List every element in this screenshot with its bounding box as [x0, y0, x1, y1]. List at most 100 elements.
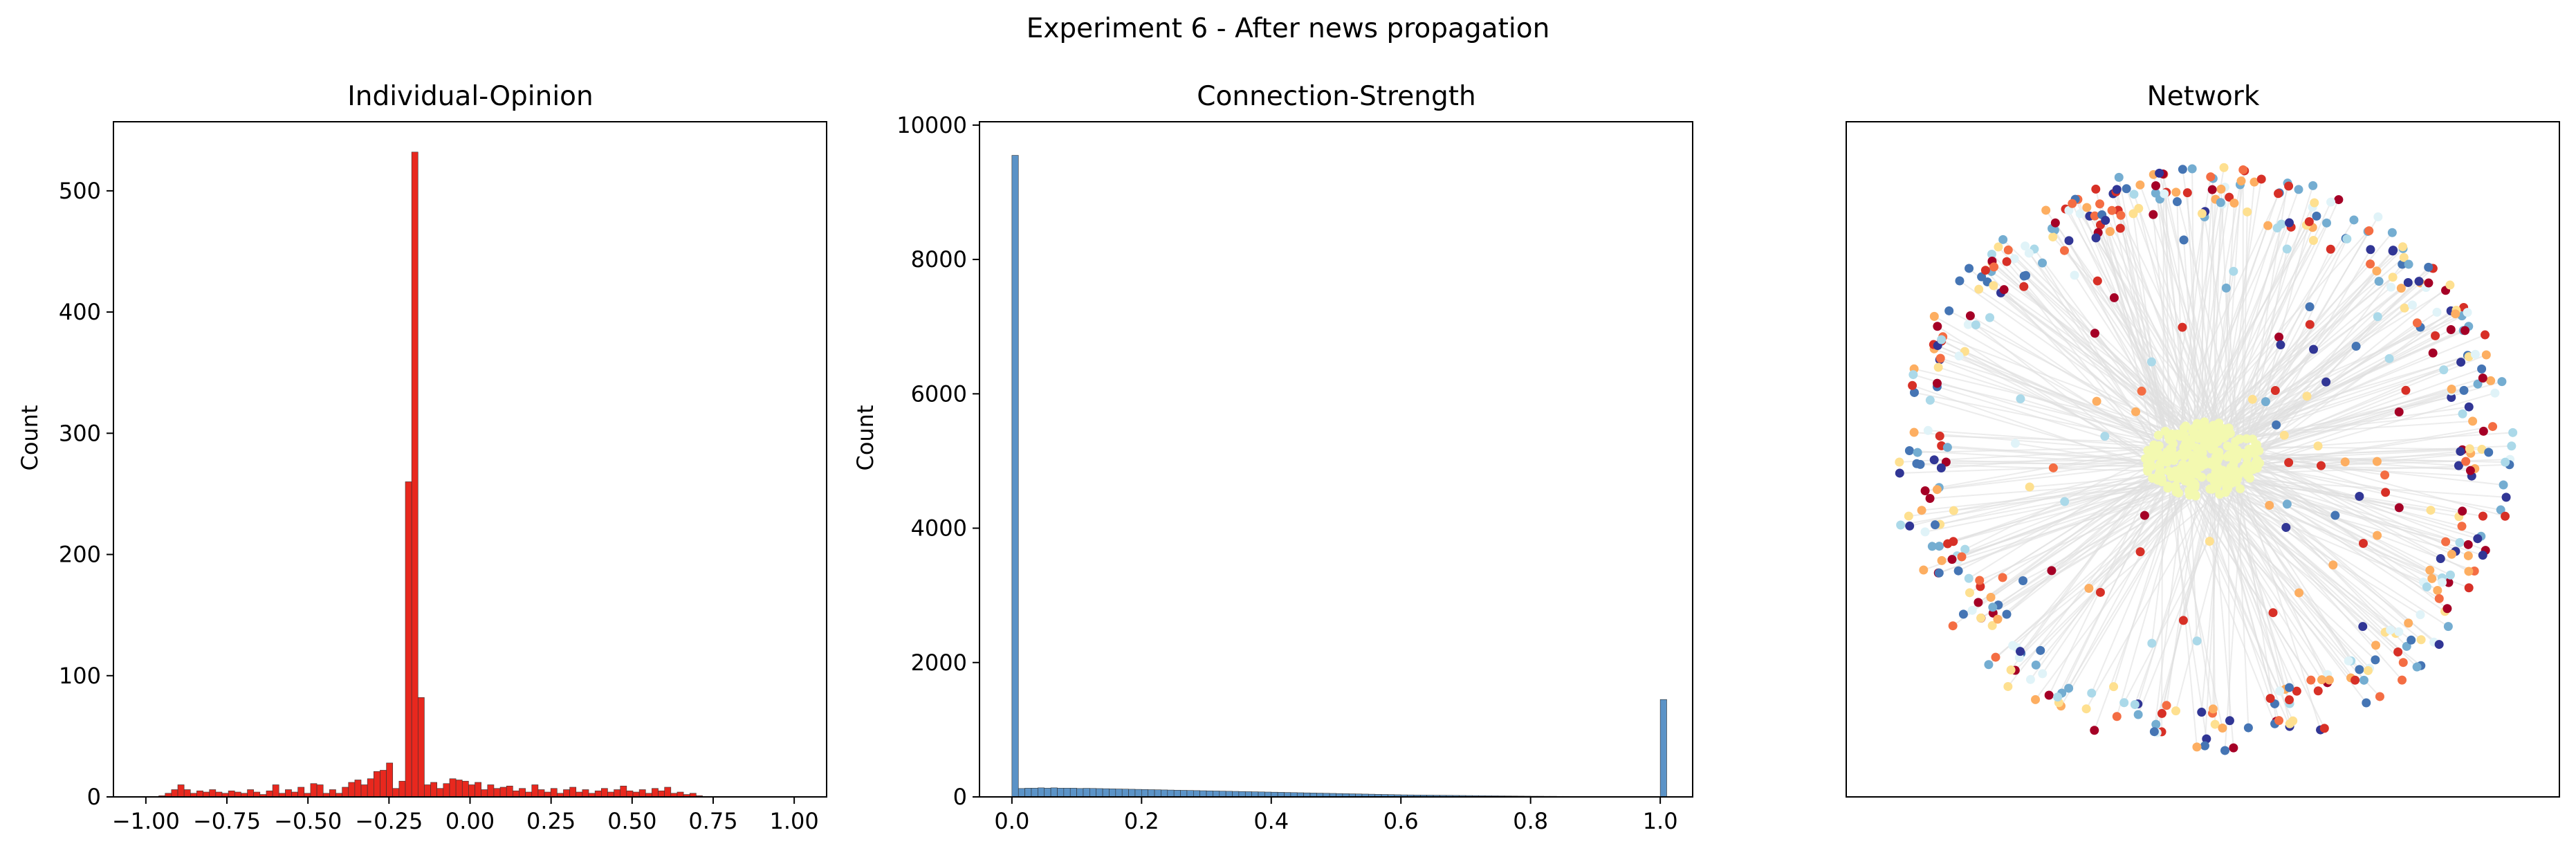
ax1-bar	[177, 784, 185, 798]
network-node	[2038, 258, 2048, 268]
network-edge	[2234, 306, 2310, 450]
network-node	[2178, 616, 2188, 625]
network-edge	[2068, 240, 2178, 452]
network-center-node	[2166, 472, 2176, 481]
ax1-bar	[209, 789, 217, 798]
network-node	[1896, 520, 1906, 530]
network-center-node	[2213, 456, 2223, 466]
network-node	[2115, 223, 2125, 233]
network-node	[2381, 488, 2391, 497]
network-edge	[2225, 288, 2241, 461]
ax1-bar	[285, 789, 292, 798]
network-node	[2362, 698, 2371, 708]
network-center-node	[2179, 430, 2189, 439]
network-node	[1935, 431, 1944, 441]
network-node	[2016, 394, 2025, 404]
ax2-xtick-label: 0.2	[1124, 808, 1159, 834]
network-edge	[2228, 349, 2315, 441]
network-node	[2386, 625, 2395, 635]
network-node	[2464, 402, 2474, 412]
network-edge	[2227, 475, 2300, 594]
ax1-bar	[398, 780, 406, 798]
network-node	[1974, 598, 1983, 607]
ax1-bar	[475, 782, 481, 798]
network-node	[2478, 374, 2487, 383]
network-edge	[2183, 239, 2198, 441]
network-node	[2016, 647, 2025, 656]
network-node	[2305, 320, 2315, 329]
network-edge	[2170, 462, 2319, 692]
network-node	[1994, 242, 2003, 252]
ax1-bar	[550, 788, 558, 798]
ax1-bar	[329, 789, 336, 798]
ax2-bar	[1244, 791, 1252, 798]
network-edge	[2212, 477, 2216, 709]
network-node	[2112, 185, 2122, 194]
network-node	[2373, 312, 2382, 322]
network-node	[2197, 209, 2207, 219]
network-node	[2398, 259, 2407, 269]
network-node	[2387, 228, 2397, 237]
network-node	[2265, 694, 2275, 704]
network-node	[2371, 641, 2381, 650]
network-node	[2006, 665, 2016, 674]
ax1-bar	[386, 762, 394, 798]
network-node	[2330, 511, 2340, 520]
network-node	[2048, 232, 2058, 242]
network-node	[2508, 428, 2518, 437]
network-node	[1974, 284, 1984, 294]
ax2-bar	[1076, 788, 1084, 798]
network-node	[2092, 396, 2101, 406]
network-node	[1929, 455, 1939, 465]
network-node	[2147, 638, 2157, 648]
network-node	[2225, 192, 2234, 202]
network-node	[2374, 277, 2384, 286]
network-node	[2050, 218, 2060, 228]
ax1-bar	[291, 791, 298, 798]
network-edge	[2219, 461, 2290, 688]
network-center-node	[2227, 473, 2237, 483]
ax2-bar	[1213, 791, 1220, 798]
network-node	[2497, 377, 2507, 387]
network-node	[2366, 245, 2375, 255]
opinion-histogram: Individual-Opinion Count −1.00 −0.75 −0.50…	[17, 81, 827, 834]
network-node	[2312, 211, 2321, 221]
network-edge	[2238, 470, 2409, 624]
network-node	[1927, 542, 1937, 551]
network-node	[2010, 439, 2020, 448]
network-center-node	[2216, 477, 2225, 486]
network-node	[2041, 205, 2051, 215]
network-node	[2261, 397, 2270, 407]
network-center-node	[2180, 476, 2190, 486]
network-node	[1985, 313, 1995, 322]
network-node	[2398, 675, 2407, 685]
network-node	[2398, 242, 2408, 252]
network-edge	[2207, 189, 2299, 443]
network-node	[2490, 388, 2500, 398]
ax1-bar	[253, 791, 261, 798]
network-node	[1923, 425, 1933, 435]
network-node	[1953, 566, 1963, 576]
network-node	[2009, 254, 2019, 264]
network-node	[2160, 189, 2169, 199]
network-node	[2003, 245, 2013, 255]
connection-axis-ticks: 0.0 0.2 0.4 0.6 0.8 1.0 0 2000 4000 6000 8000 10000	[896, 112, 1677, 834]
network-edge	[2120, 214, 2237, 456]
network-frame	[1846, 121, 2560, 798]
ax2-bar	[1038, 787, 1045, 798]
ax2-bar	[1128, 789, 1136, 798]
network-node	[2445, 570, 2455, 580]
network-node	[2112, 712, 2122, 721]
ax1-bar	[310, 783, 318, 798]
network-node	[2048, 463, 2058, 472]
network-center-node	[2229, 443, 2238, 453]
network-node	[2053, 692, 2063, 702]
network-node	[2501, 493, 2511, 502]
ax1-xtick-label: −1.00	[112, 808, 180, 834]
opinion-frame	[113, 121, 827, 798]
network-center-node	[2200, 417, 2209, 427]
network-center-node	[2146, 461, 2156, 471]
network-node	[2416, 610, 2425, 620]
ax2-bar	[1083, 788, 1090, 798]
network-center-node	[2196, 429, 2205, 439]
